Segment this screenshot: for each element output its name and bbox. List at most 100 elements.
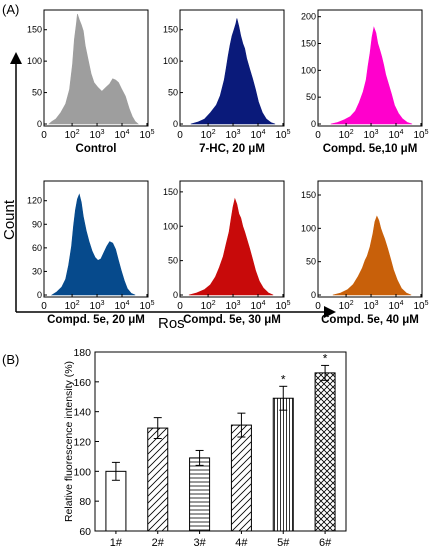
y-tick-label: 30: [32, 266, 42, 276]
histogram-title: Control: [76, 143, 117, 155]
y-tick-label: 50: [32, 88, 42, 98]
x-tick-label: 103: [90, 300, 105, 312]
y-tick-label: 50: [306, 92, 316, 102]
tick-exponent: 3: [375, 129, 379, 136]
x-tick-label: 104: [250, 129, 265, 141]
tick-exponent: 5: [287, 300, 291, 307]
y-tick-label: 160: [73, 377, 91, 389]
tick-base: 10: [275, 130, 287, 141]
ros-axis-label: Ros: [158, 315, 185, 332]
x-tick-label: 105: [275, 129, 290, 141]
significance-marker: *: [323, 351, 328, 365]
tick-base: 10: [413, 301, 425, 312]
plot-frame: [317, 180, 423, 298]
y-tick-label: 100: [27, 56, 42, 66]
tick-base: 10: [364, 130, 376, 141]
tick-base: 10: [139, 301, 151, 312]
bar-chart: 60 80 100 120 140 160 180 Relative fluorescence…: [63, 347, 347, 549]
tick-base: 10: [90, 130, 102, 141]
tick-exponent: 4: [262, 300, 266, 307]
x-tick-label: 0: [41, 301, 47, 312]
tick-base: 10: [114, 130, 126, 141]
tick-base: 10: [90, 301, 102, 312]
histogram-title: 7-HC, 20 μM: [199, 143, 265, 155]
bar-y-axis-label: Relative fluorescence intensity (%): [63, 361, 75, 522]
y-tick-label: 150: [301, 190, 316, 200]
category-label: 4#: [235, 537, 248, 549]
y-tick-label: 150: [163, 25, 178, 35]
y-tick-label: 90: [32, 219, 42, 229]
tick-exponent: 3: [237, 300, 241, 307]
y-tick-label: 140: [73, 407, 91, 419]
histogram-title: Compd. 5e, 20 μM: [47, 314, 145, 326]
plot-frame: [179, 180, 285, 298]
x-tick-label: 104: [388, 129, 403, 141]
x-tick-label: 103: [364, 129, 379, 141]
tick-exponent: 4: [400, 129, 404, 136]
x-tick-label: 102: [201, 129, 216, 141]
tick-base: 10: [250, 301, 262, 312]
tick-exponent: 5: [425, 300, 429, 307]
y-tick-label: 50: [168, 256, 178, 266]
histogram-area: [190, 18, 276, 125]
y-tick-label: 150: [163, 187, 178, 197]
x-tick-label: 105: [139, 129, 154, 141]
category-label: 6#: [319, 537, 332, 549]
tick-exponent: 2: [76, 129, 80, 136]
y-tick-label: 100: [301, 65, 316, 75]
tick-base: 10: [226, 301, 238, 312]
x-tick-label: 104: [388, 300, 403, 312]
y-tick-label: 0: [37, 119, 42, 129]
tick-exponent: 5: [151, 129, 155, 136]
tick-base: 10: [275, 301, 287, 312]
tick-base: 10: [114, 301, 126, 312]
tick-exponent: 2: [212, 300, 216, 307]
bar-5: [272, 397, 294, 532]
y-tick-label: 0: [173, 119, 178, 129]
x-tick-label: 102: [339, 300, 354, 312]
y-tick-label: 50: [306, 257, 316, 267]
bar-plot-frame: [94, 351, 347, 532]
histogram-title: Compd. 5e,10 μM: [323, 143, 418, 155]
x-tick-label: 103: [226, 300, 241, 312]
x-tick-label: 105: [413, 129, 428, 141]
tick-exponent: 4: [126, 129, 130, 136]
category-label: 1#: [110, 537, 123, 549]
y-tick-label: 100: [163, 221, 178, 231]
x-tick-label: 102: [339, 129, 354, 141]
y-tick-label: 150: [301, 39, 316, 49]
x-tick-label: 105: [139, 300, 154, 312]
x-tick-label: 0: [315, 130, 321, 141]
plot-frame: [43, 180, 149, 298]
x-tick-label: 0: [41, 130, 47, 141]
tick-base: 10: [364, 301, 376, 312]
tick-exponent: 3: [237, 129, 241, 136]
y-tick-label: 120: [73, 437, 91, 449]
tick-base: 10: [339, 301, 351, 312]
plot-frame: [43, 9, 149, 127]
panel-a-label: (A): [2, 2, 19, 17]
tick-base: 10: [65, 301, 77, 312]
tick-exponent: 2: [76, 300, 80, 307]
y-tick-label: 100: [73, 466, 91, 478]
bar-6: [314, 372, 336, 532]
tick-exponent: 3: [375, 300, 379, 307]
x-tick-label: 104: [114, 129, 129, 141]
y-tick-label: 100: [301, 223, 316, 233]
tick-exponent: 2: [212, 129, 216, 136]
category-label: 5#: [277, 537, 290, 549]
tick-exponent: 2: [350, 300, 354, 307]
x-tick-label: 0: [177, 301, 183, 312]
y-tick-label: 200: [301, 12, 316, 22]
tick-base: 10: [388, 130, 400, 141]
bar-2: [147, 427, 169, 532]
count-axis-label: Count: [1, 199, 18, 240]
y-tick-label: 0: [311, 119, 316, 129]
